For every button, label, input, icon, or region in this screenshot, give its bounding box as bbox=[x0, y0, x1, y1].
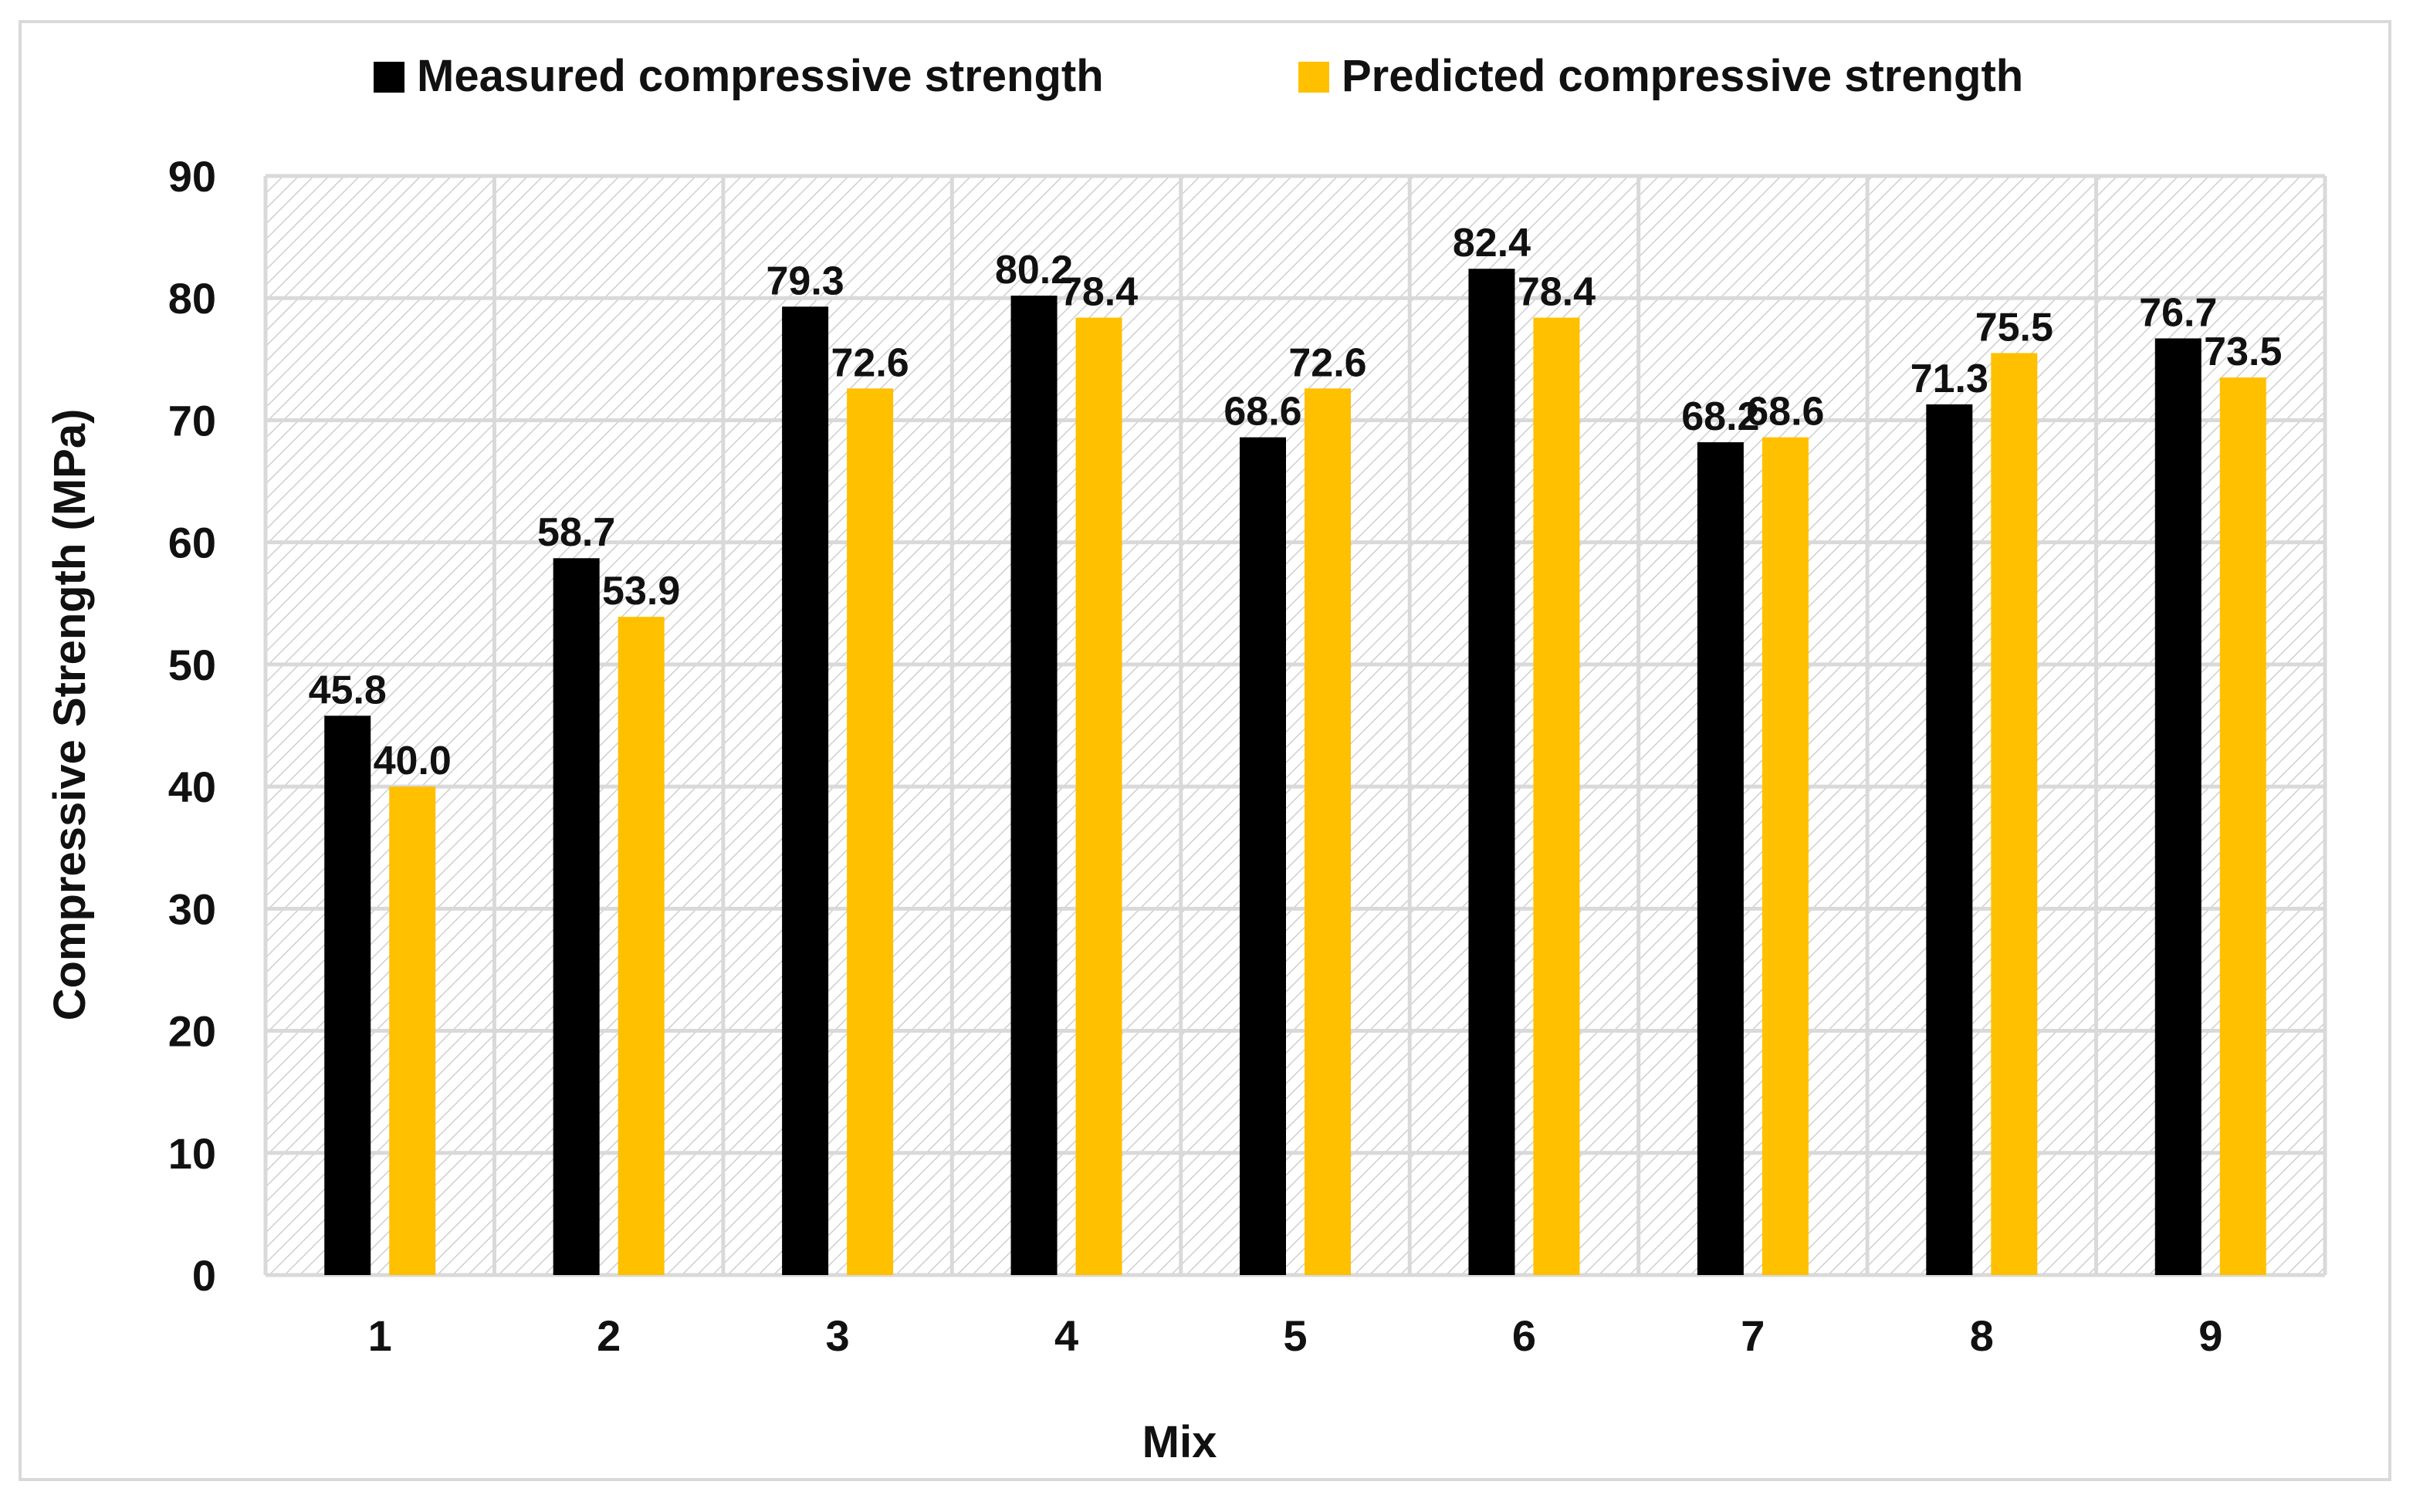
x-tick-label: 5 bbox=[1283, 1311, 1307, 1360]
legend-swatch-predicted bbox=[1298, 62, 1329, 93]
bar-predicted-6 bbox=[1533, 317, 1580, 1275]
y-tick-label: 20 bbox=[168, 1007, 216, 1056]
label-measured-8: 71.3 bbox=[1910, 357, 1988, 401]
bar-predicted-5 bbox=[1305, 388, 1351, 1276]
label-measured-9: 76.7 bbox=[2139, 290, 2217, 335]
x-tick-label: 6 bbox=[1512, 1311, 1536, 1360]
bar-predicted-4 bbox=[1075, 317, 1122, 1275]
bar-predicted-3 bbox=[847, 388, 894, 1276]
y-tick-label: 0 bbox=[192, 1251, 216, 1300]
bars bbox=[324, 269, 2266, 1276]
y-axis-title: Compressive Strength (MPa) bbox=[45, 409, 95, 1021]
label-measured-3: 79.3 bbox=[767, 259, 844, 303]
bar-measured-2 bbox=[553, 558, 600, 1275]
legend-label-measured: Measured compressive strength bbox=[417, 51, 1104, 101]
x-tick-label: 2 bbox=[597, 1311, 621, 1360]
label-predicted-3: 72.6 bbox=[831, 340, 909, 385]
label-predicted-2: 53.9 bbox=[602, 569, 680, 614]
y-tick-label: 80 bbox=[168, 274, 216, 323]
label-predicted-7: 68.6 bbox=[1746, 390, 1824, 435]
label-measured-7: 68.2 bbox=[1681, 394, 1759, 439]
y-tick-label: 30 bbox=[168, 885, 216, 933]
y-tick-label: 60 bbox=[168, 519, 216, 567]
label-measured-4: 80.2 bbox=[995, 248, 1073, 293]
y-tick-label: 90 bbox=[168, 152, 216, 201]
bar-measured-6 bbox=[1468, 269, 1515, 1275]
y-tick-label: 40 bbox=[168, 763, 216, 811]
x-axis-ticks: 1 2 3 4 5 6 7 8 9 bbox=[368, 1311, 2223, 1360]
bar-predicted-9 bbox=[2219, 377, 2266, 1276]
y-tick-label: 70 bbox=[168, 396, 216, 445]
bar-measured-7 bbox=[1697, 441, 1744, 1275]
gridlines bbox=[263, 174, 2327, 1277]
x-tick-label: 3 bbox=[826, 1311, 850, 1360]
bar-predicted-1 bbox=[389, 786, 436, 1275]
label-predicted-9: 73.5 bbox=[2204, 330, 2282, 374]
bar-measured-1 bbox=[324, 715, 371, 1275]
data-labels: 45.840.058.753.979.372.680.278.468.672.6… bbox=[309, 221, 2283, 783]
x-axis-title: Mix bbox=[1142, 1417, 1217, 1467]
bar-predicted-8 bbox=[1991, 353, 2038, 1275]
label-predicted-5: 72.6 bbox=[1288, 340, 1366, 385]
label-measured-2: 58.7 bbox=[537, 510, 615, 555]
legend-label-predicted: Predicted compressive strength bbox=[1342, 51, 2023, 101]
bar-measured-8 bbox=[1926, 404, 1973, 1276]
label-measured-1: 45.8 bbox=[309, 668, 387, 712]
label-predicted-6: 78.4 bbox=[1518, 270, 1596, 315]
plot-area bbox=[266, 176, 2325, 1275]
label-predicted-1: 40.0 bbox=[374, 739, 452, 783]
bar-predicted-7 bbox=[1762, 437, 1809, 1275]
x-tick-label: 9 bbox=[2198, 1311, 2222, 1360]
label-predicted-8: 75.5 bbox=[1975, 305, 2053, 350]
x-tick-label: 1 bbox=[368, 1311, 392, 1360]
x-tick-label: 8 bbox=[1970, 1311, 1994, 1360]
x-tick-label: 4 bbox=[1054, 1311, 1078, 1360]
label-predicted-4: 78.4 bbox=[1060, 270, 1138, 315]
y-tick-label: 50 bbox=[168, 641, 216, 689]
bar-measured-3 bbox=[782, 306, 829, 1275]
x-tick-label: 7 bbox=[1741, 1311, 1765, 1360]
label-measured-6: 82.4 bbox=[1453, 221, 1531, 266]
y-tick-label: 10 bbox=[168, 1129, 216, 1178]
label-measured-5: 68.6 bbox=[1223, 390, 1301, 435]
y-axis-ticks: 0 10 20 30 40 50 60 70 80 90 bbox=[168, 152, 216, 1300]
legend: Measured compressive strength Predicted … bbox=[374, 51, 2023, 101]
bar-measured-4 bbox=[1010, 296, 1058, 1276]
bar-predicted-2 bbox=[618, 617, 665, 1275]
legend-swatch-measured bbox=[374, 62, 404, 93]
bar-measured-9 bbox=[2154, 338, 2201, 1275]
bar-measured-5 bbox=[1240, 437, 1286, 1275]
